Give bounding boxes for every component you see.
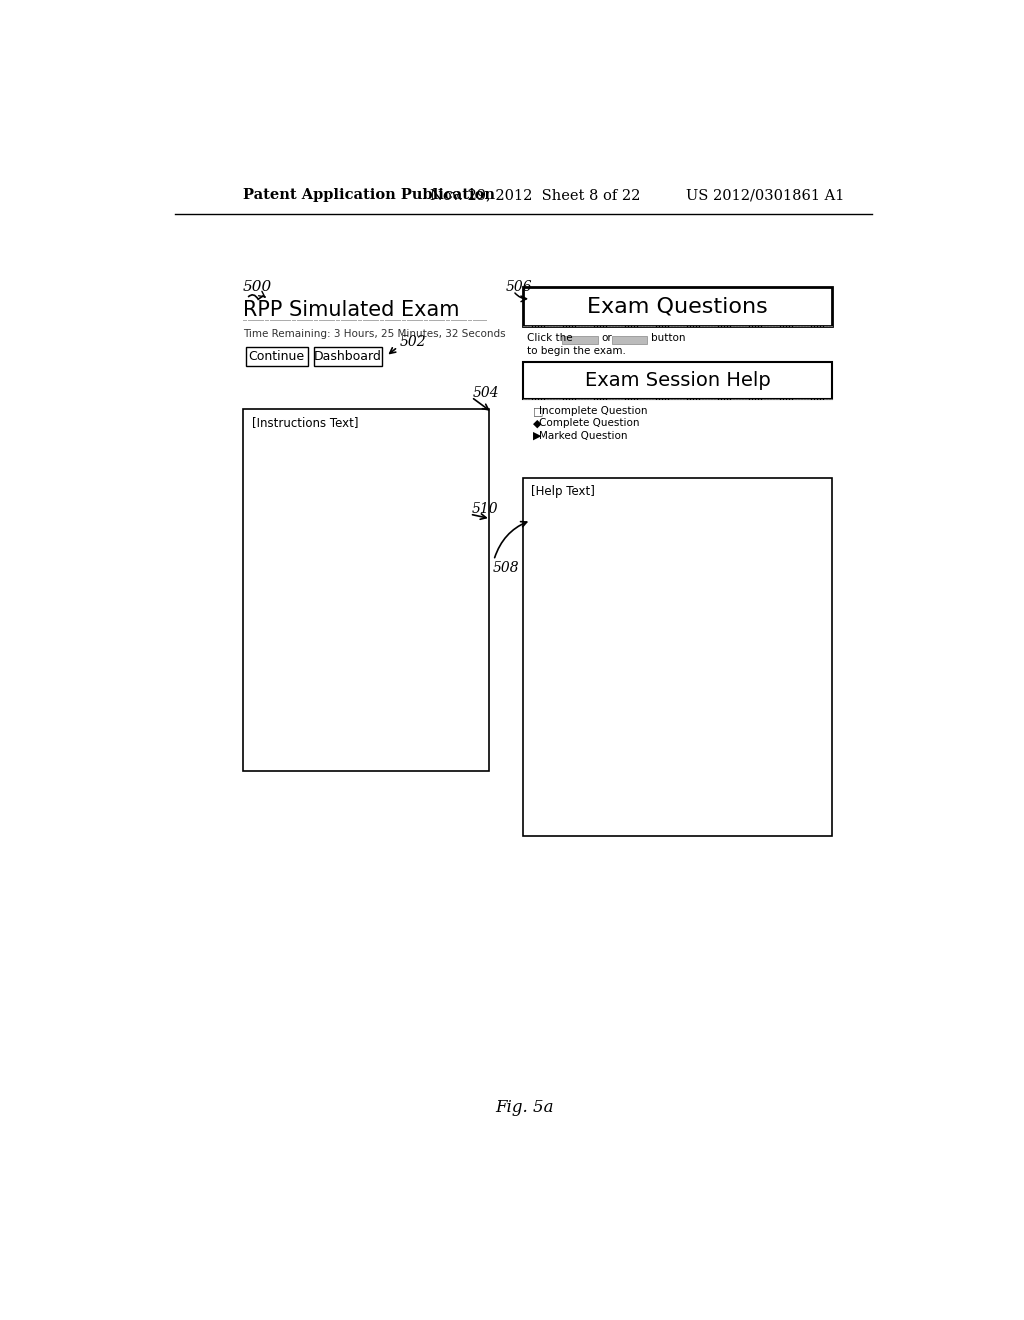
Text: Marked Question: Marked Question: [539, 430, 628, 441]
FancyBboxPatch shape: [562, 335, 598, 345]
Text: Nov. 29, 2012  Sheet 8 of 22: Nov. 29, 2012 Sheet 8 of 22: [430, 189, 641, 202]
Text: RPP Simulated Exam: RPP Simulated Exam: [243, 300, 459, 319]
Text: [Instructions Text]: [Instructions Text]: [252, 416, 358, 429]
FancyBboxPatch shape: [243, 409, 489, 771]
Text: Patent Application Publication: Patent Application Publication: [243, 189, 495, 202]
Text: [Help Text]: [Help Text]: [531, 486, 595, 499]
Text: Dashboard: Dashboard: [314, 350, 382, 363]
FancyBboxPatch shape: [611, 335, 647, 345]
Text: Complete Question: Complete Question: [539, 418, 639, 428]
Text: 510: 510: [471, 502, 498, 516]
Text: 506: 506: [506, 280, 532, 294]
Text: Time Remaining: 3 Hours, 25 Minutes, 32 Seconds: Time Remaining: 3 Hours, 25 Minutes, 32 …: [243, 329, 505, 339]
FancyBboxPatch shape: [523, 478, 831, 836]
Text: Incomplete Question: Incomplete Question: [539, 407, 647, 416]
Text: Continue: Continue: [249, 350, 305, 363]
Text: ◆: ◆: [532, 418, 541, 428]
Text: 502: 502: [399, 335, 426, 348]
Text: US 2012/0301861 A1: US 2012/0301861 A1: [686, 189, 845, 202]
Text: or: or: [601, 333, 612, 343]
Text: 500: 500: [243, 280, 272, 294]
Text: 504: 504: [473, 387, 500, 400]
FancyBboxPatch shape: [523, 286, 831, 326]
Text: □: □: [532, 407, 543, 416]
FancyBboxPatch shape: [314, 347, 382, 366]
Text: 508: 508: [493, 561, 519, 576]
Text: Fig. 5a: Fig. 5a: [496, 1098, 554, 1115]
FancyBboxPatch shape: [246, 347, 308, 366]
FancyBboxPatch shape: [523, 362, 831, 399]
Text: ▶: ▶: [532, 430, 541, 441]
Text: Exam Session Help: Exam Session Help: [585, 371, 770, 389]
Text: button: button: [651, 333, 686, 343]
Text: Click the: Click the: [527, 333, 572, 343]
Text: Exam Questions: Exam Questions: [587, 297, 768, 317]
Text: to begin the exam.: to begin the exam.: [527, 346, 626, 356]
